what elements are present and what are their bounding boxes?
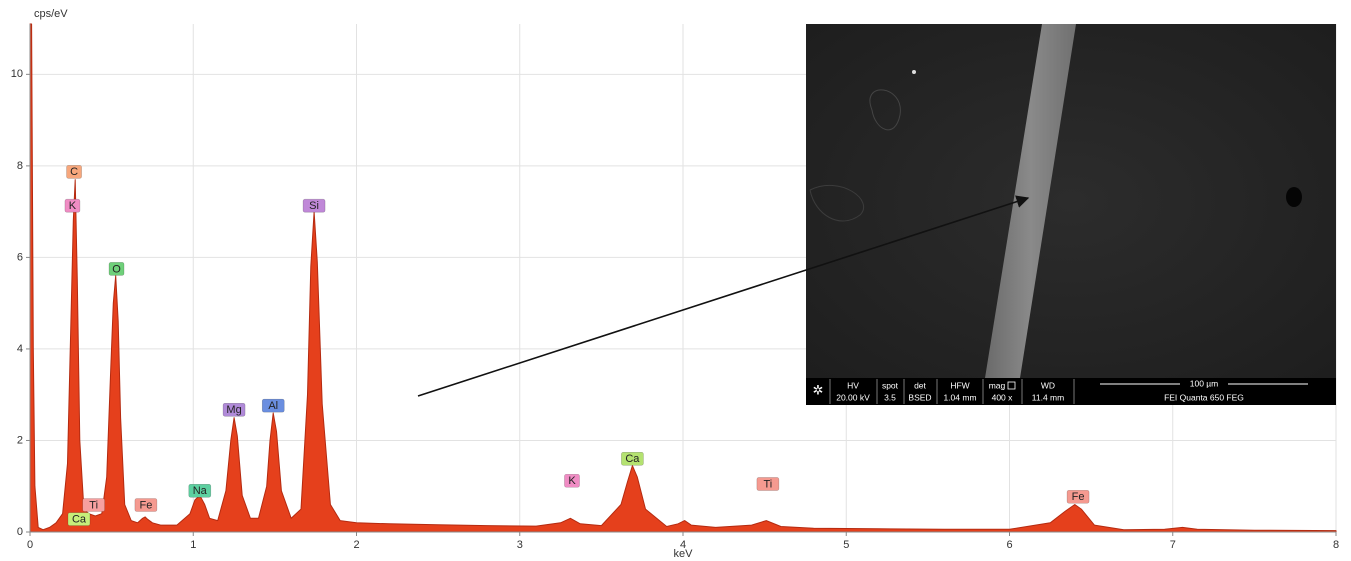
peak-label: Al bbox=[268, 400, 278, 412]
x-tick-label: 4 bbox=[680, 539, 686, 551]
peak-label: K bbox=[69, 200, 77, 212]
peak-label: O bbox=[112, 263, 121, 275]
x-tick-label: 3 bbox=[517, 539, 523, 551]
info-label: HV bbox=[847, 380, 859, 390]
x-tick-label: 2 bbox=[353, 539, 359, 551]
info-value: 400 x bbox=[992, 392, 1014, 402]
x-tick-label: 5 bbox=[843, 539, 849, 551]
x-tick-label: 7 bbox=[1170, 539, 1176, 551]
info-label: HFW bbox=[950, 380, 969, 390]
chart: cps/eV keV CKOTiCaFeNaMgAlSiKCaTiFe ✲ HV… bbox=[0, 0, 1351, 561]
x-tick-label: 6 bbox=[1006, 539, 1012, 551]
info-value: 3.5 bbox=[884, 392, 896, 402]
info-value: 20.00 kV bbox=[836, 392, 870, 402]
info-label: WD bbox=[1041, 380, 1055, 390]
info-label: mag bbox=[989, 380, 1006, 390]
y-tick-label: 10 bbox=[11, 68, 23, 80]
particle bbox=[912, 70, 916, 74]
peak-label: Na bbox=[193, 485, 208, 497]
y-tick-label: 6 bbox=[17, 251, 23, 263]
peak-label: Fe bbox=[139, 499, 152, 511]
x-tick-label: 0 bbox=[27, 539, 33, 551]
y-tick-label: 4 bbox=[17, 343, 23, 355]
info-value: 11.4 mm bbox=[1032, 392, 1064, 402]
y-axis-label: cps/eV bbox=[34, 8, 68, 20]
peak-label: Ti bbox=[764, 478, 773, 490]
x-tick-label: 8 bbox=[1333, 539, 1339, 551]
y-tick-label: 8 bbox=[17, 160, 23, 172]
peak-label: C bbox=[70, 166, 78, 178]
info-label: spot bbox=[882, 380, 899, 390]
info-value: BSED bbox=[908, 392, 931, 402]
peak-label: Ca bbox=[625, 453, 640, 465]
x-tick-label: 1 bbox=[190, 539, 196, 551]
info-value: 1.04 mm bbox=[943, 392, 976, 402]
peak-label: Mg bbox=[226, 404, 241, 416]
instrument: FEI Quanta 650 FEG bbox=[1164, 392, 1244, 402]
pore bbox=[1286, 187, 1302, 207]
peak-label: K bbox=[568, 475, 576, 487]
sem-image bbox=[806, 24, 1336, 378]
peak-label: Si bbox=[309, 200, 319, 212]
scale-label: 100 µm bbox=[1190, 378, 1219, 388]
info-label: det bbox=[914, 380, 926, 390]
peak-label: Fe bbox=[1072, 491, 1085, 503]
y-tick-label: 2 bbox=[17, 434, 23, 446]
peak-label: Ca bbox=[72, 514, 87, 526]
logo: ✲ bbox=[813, 382, 824, 397]
sem-inset: ✲ HV 20.00 kV spot 3.5 det BSED HFW 1.04… bbox=[806, 24, 1336, 405]
y-tick-label: 0 bbox=[17, 526, 23, 538]
page: cps/eV keV CKOTiCaFeNaMgAlSiKCaTiFe ✲ HV… bbox=[0, 0, 1351, 561]
peak-label: Ti bbox=[89, 499, 98, 511]
